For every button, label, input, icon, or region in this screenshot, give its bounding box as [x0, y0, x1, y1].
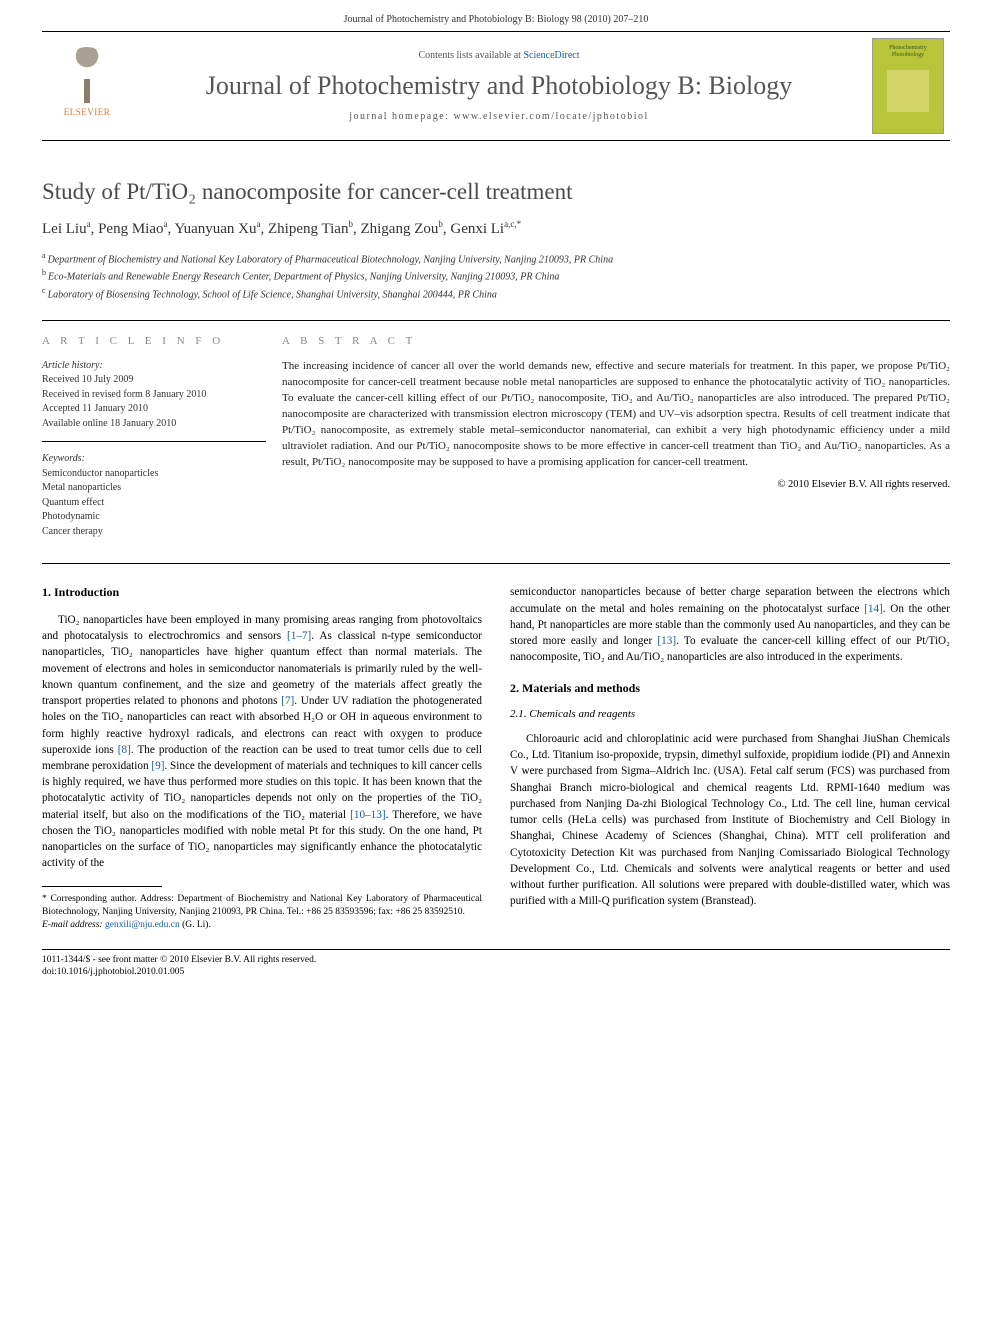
chemicals-reagents-heading: 2.1. Chemicals and reagents — [510, 707, 950, 723]
introduction-heading: 1. Introduction — [42, 584, 482, 601]
chemicals-paragraph: Chloroauric acid and chloroplatinic acid… — [510, 731, 950, 910]
corr-email-who: (G. Li). — [182, 920, 211, 930]
masthead-center: Contents lists available at ScienceDirec… — [132, 32, 866, 140]
homepage-prefix: journal homepage: — [349, 111, 453, 122]
abstract-column: A B S T R A C T The increasing incidence… — [282, 321, 950, 564]
keyword-2: Quantum effect — [42, 497, 104, 508]
keyword-0: Semiconductor nanoparticles — [42, 468, 158, 479]
article-body: Study of Pt/TiO₂ nanocomposite for cance… — [0, 141, 992, 933]
article-history-block: Article history: Received 10 July 2009 R… — [42, 359, 266, 443]
keywords-label: Keywords: — [42, 453, 85, 464]
footer-doi: doi:10.1016/j.jphotobiol.2010.01.005 — [42, 966, 950, 979]
info-abstract-row: A R T I C L E I N F O Article history: R… — [42, 320, 950, 565]
intro-paragraph-2: semiconductor nanoparticles because of b… — [510, 584, 950, 665]
corr-email-line: E-mail address: genxili@nju.edu.cn (G. L… — [42, 919, 482, 932]
affiliation-c: cLaboratory of Biosensing Technology, Sc… — [42, 285, 950, 302]
elsevier-logo: ELSEVIER — [52, 47, 122, 125]
keyword-1: Metal nanoparticles — [42, 482, 121, 493]
article-title: Study of Pt/TiO₂ nanocomposite for cance… — [42, 179, 950, 205]
publisher-logo-block: ELSEVIER — [42, 32, 132, 140]
article-history-label: Article history: — [42, 360, 103, 371]
footnote-separator — [42, 886, 162, 887]
masthead: ELSEVIER Contents lists available at Sci… — [42, 31, 950, 141]
cover-title: Photochemistry Photobiology — [873, 45, 943, 58]
materials-methods-heading: 2. Materials and methods — [510, 680, 950, 697]
body-two-column: 1. Introduction TiO₂ nanoparticles have … — [42, 584, 950, 932]
history-online: Available online 18 January 2010 — [42, 418, 176, 429]
page-footer: 1011-1344/$ - see front matter © 2010 El… — [42, 949, 950, 980]
author-list: Lei Liua, Peng Miaoa, Yuanyuan Xua, Zhip… — [42, 219, 950, 238]
abstract-text: The increasing incidence of cancer all o… — [282, 359, 950, 471]
keywords-block: Keywords: Semiconductor nanoparticles Me… — [42, 452, 266, 549]
abstract-heading: A B S T R A C T — [282, 335, 950, 347]
history-received: Received 10 July 2009 — [42, 374, 133, 385]
article-info-heading: A R T I C L E I N F O — [42, 335, 266, 347]
running-header: Journal of Photochemistry and Photobiolo… — [0, 0, 992, 31]
article-info-column: A R T I C L E I N F O Article history: R… — [42, 321, 282, 564]
keyword-4: Cancer therapy — [42, 526, 103, 537]
homepage-url[interactable]: www.elsevier.com/locate/jphotobiol — [453, 111, 648, 122]
journal-cover-thumbnail: Photochemistry Photobiology — [872, 38, 944, 134]
contents-prefix: Contents lists available at — [418, 50, 523, 61]
intro-paragraph-1: TiO₂ nanoparticles have been employed in… — [42, 612, 482, 872]
footer-copyright: 1011-1344/$ - see front matter © 2010 El… — [42, 954, 950, 967]
affiliation-b: bEco-Materials and Renewable Energy Rese… — [42, 267, 950, 284]
abstract-copyright: © 2010 Elsevier B.V. All rights reserved… — [282, 479, 950, 490]
cover-inner-icon — [887, 70, 929, 112]
corr-email-link[interactable]: genxili@nju.edu.cn — [105, 920, 180, 930]
body-col-left: 1. Introduction TiO₂ nanoparticles have … — [42, 584, 482, 932]
affiliations: aDepartment of Biochemistry and National… — [42, 250, 950, 302]
body-col-right: semiconductor nanoparticles because of b… — [510, 584, 950, 932]
corresponding-author-footnote: * Corresponding author. Address: Departm… — [42, 893, 482, 933]
sciencedirect-link[interactable]: ScienceDirect — [523, 50, 579, 61]
history-accepted: Accepted 11 January 2010 — [42, 403, 148, 414]
keyword-3: Photodynamic — [42, 511, 100, 522]
journal-homepage-line: journal homepage: www.elsevier.com/locat… — [349, 111, 649, 122]
affiliation-a: aDepartment of Biochemistry and National… — [42, 250, 950, 267]
journal-name: Journal of Photochemistry and Photobiolo… — [206, 71, 792, 101]
elsevier-tree-icon — [62, 47, 112, 105]
email-label: E-mail address: — [42, 920, 103, 930]
history-revised: Received in revised form 8 January 2010 — [42, 389, 206, 400]
corr-author-text: * Corresponding author. Address: Departm… — [42, 893, 482, 920]
contents-available-line: Contents lists available at ScienceDirec… — [418, 50, 579, 61]
cover-thumbnail-block: Photochemistry Photobiology — [866, 32, 950, 140]
elsevier-label: ELSEVIER — [64, 107, 111, 117]
